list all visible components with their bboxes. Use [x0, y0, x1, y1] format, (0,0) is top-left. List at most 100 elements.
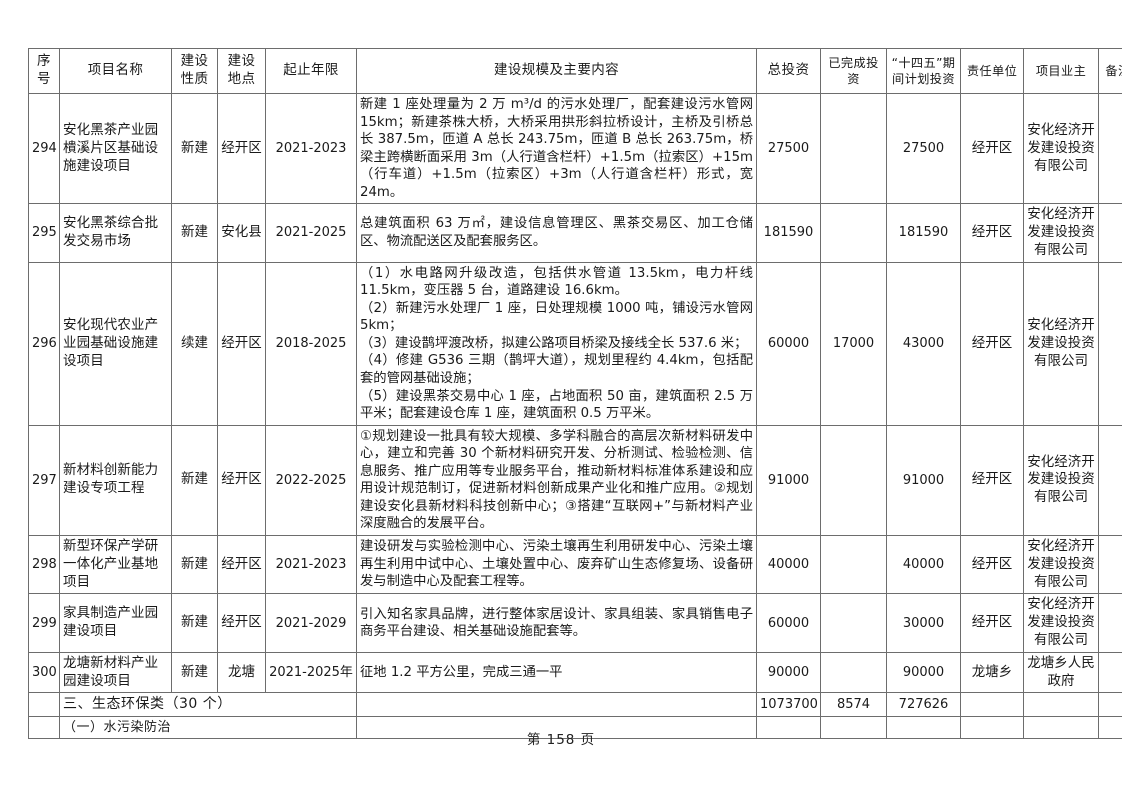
cell-scale-and-content: ①规划建设一批具有较大规模、多学科融合的高层次新材料研发中心，建立和完善 30 …: [356, 424, 757, 536]
col-header-completed-investment: 已完成投资: [820, 48, 887, 94]
content-paragraph: 引入知名家具品牌，进行整体家居设计、家具组装、家具销售电子商务平台建设、相关基础…: [360, 606, 753, 640]
table-subgroup-row: （一）水污染防治: [28, 715, 1122, 740]
content-paragraph: （2）新建污水处理厂 1 座，日处理规模 1000 吨，铺设污水管网 5km；: [360, 300, 753, 334]
cell-completed-investment: [820, 593, 887, 653]
cell-completed-investment: [820, 92, 887, 205]
cell-scale-and-content: 建设研发与实验检测中心、污染土壤再生利用研发中心、污染土壤再生利用中试中心、土壤…: [356, 534, 757, 595]
cell-remark: [1098, 261, 1122, 426]
cell-construction-nature: 新建: [171, 534, 218, 595]
col-header-seq-line1: 序: [37, 53, 51, 70]
col-header-nature-line2: 性质: [180, 71, 209, 87]
cell-start-end-years: 2021-2025年: [265, 651, 357, 694]
cell-project-name: 安化黑茶产业园樻溪片区基础设施建设项目: [59, 92, 172, 205]
col-header-responsible-unit: 责任单位: [960, 48, 1024, 94]
cell-sequence-number: 296: [28, 261, 60, 426]
table-row: 295 安化黑茶综合批发交易市场 新建 安化县 2021-2025 总建筑面积 63 万㎡…: [28, 203, 1122, 263]
subgroup-heading-label: （一）水污染防治: [59, 715, 357, 740]
cell-construction-nature: 新建: [171, 203, 218, 263]
cell-start-end-years: 2021-2025: [265, 203, 357, 263]
cell-scale-and-content: 总建筑面积 63 万㎡，建设信息管理区、黑茶交易区、加工仓储区、物流配送区及配套…: [356, 203, 757, 263]
col-header-project-name: 项目名称: [59, 48, 172, 94]
cell-remark: [1098, 92, 1122, 205]
col-header-nature-line1: 建设: [180, 53, 209, 70]
table-header-row: 序 号 项目名称 建设 性质 建设 地点 起止年限 建设规模及主要内容 总投资: [28, 48, 1122, 94]
cell-scale-and-content: （1）水电路网升级改造，包括供水管道 13.5km，电力杆线 11.5km，变压…: [356, 261, 757, 426]
content-paragraph: ①规划建设一批具有较大规模、多学科融合的高层次新材料研发中心，建立和完善 30 …: [360, 428, 753, 532]
cell-scale-and-content: [356, 692, 757, 717]
cell-completed-investment: 8574: [820, 692, 887, 717]
cell-completed-investment: [820, 203, 887, 263]
cell-construction-location: 经开区: [217, 424, 266, 536]
table-header: 序 号 项目名称 建设 性质 建设 地点 起止年限 建设规模及主要内容 总投资: [28, 48, 1122, 94]
investment-plan-table: 序 号 项目名称 建设 性质 建设 地点 起止年限 建设规模及主要内容 总投资: [28, 48, 1122, 740]
cell-project-name: 新材料创新能力建设专项工程: [59, 424, 172, 536]
cell-construction-location: 经开区: [217, 593, 266, 653]
cell-responsible-unit: 经开区: [960, 593, 1024, 653]
content-paragraph: 征地 1.2 平方公里，完成三通一平: [360, 664, 563, 680]
cell-responsible-unit: 经开区: [960, 261, 1024, 426]
cell-planned-investment: 181590: [886, 203, 961, 263]
content-paragraph: （3）建设鹊坪渡改桥，拟建公路项目桥梁及接线全长 537.6 米；: [360, 335, 748, 351]
cell-remark: [1098, 692, 1122, 717]
cell-planned-investment: 43000: [886, 261, 961, 426]
table-body: 294 安化黑茶产业园樻溪片区基础设施建设项目 新建 经开区 2021-2023 新建 1…: [28, 92, 1122, 740]
cell-project-name: 安化现代农业产业园基础设施建设项目: [59, 261, 172, 426]
col-header-planned-line1: “十四五”期: [891, 55, 956, 70]
cell-sequence-number: 298: [28, 534, 60, 595]
table-group-row: 三、生态环保类（30 个） 1073700 8574 727626: [28, 692, 1122, 717]
table-row: 299 家具制造产业园建设项目 新建 经开区 2021-2029 引入知名家具品牌，进行整…: [28, 593, 1122, 653]
cell-scale-and-content: 新建 1 座处理量为 2 万 m³/d 的污水处理厂，配套建设污水管网 15km…: [356, 92, 757, 205]
page-footer: 第 158 页: [526, 732, 596, 748]
cell-project-owner: 龙塘乡人民政府: [1023, 651, 1099, 694]
cell-total-investment: 91000: [756, 424, 821, 536]
cell-planned-investment: 90000: [886, 651, 961, 694]
cell-planned-investment: 30000: [886, 593, 961, 653]
cell-total-investment: 60000: [756, 261, 821, 426]
cell-construction-location: 龙塘: [217, 651, 266, 694]
investment-plan-table-wrapper: 序 号 项目名称 建设 性质 建设 地点 起止年限 建设规模及主要内容 总投资: [28, 48, 1122, 740]
col-header-place-line1: 建设: [227, 53, 256, 70]
cell-planned-investment: 727626: [886, 692, 961, 717]
cell-responsible-unit: 经开区: [960, 534, 1024, 595]
cell-start-end-years: 2022-2025: [265, 424, 357, 536]
table-row: 297 新材料创新能力建设专项工程 新建 经开区 2022-2025 ①规划建设一批具有较…: [28, 424, 1122, 536]
col-header-seq-line2: 号: [37, 71, 51, 87]
cell-project-owner: 安化经济开发建设投资有限公司: [1023, 424, 1099, 536]
col-header-total-investment: 总投资: [756, 48, 821, 94]
cell-start-end-years: 2021-2029: [265, 593, 357, 653]
cell-remark: [1098, 424, 1122, 536]
cell-responsible-unit: 经开区: [960, 92, 1024, 205]
cell-project-owner: 安化经济开发建设投资有限公司: [1023, 261, 1099, 426]
col-header-project-owner: 项目业主: [1023, 48, 1099, 94]
cell-construction-nature: 新建: [171, 651, 218, 694]
cell-project-owner: 安化经济开发建设投资有限公司: [1023, 92, 1099, 205]
content-paragraph: （4）修建 G536 三期（鹊坪大道），规划里程约 4.4km，包括配套的管网基…: [360, 353, 753, 386]
table-row: 300 龙塘新材料产业园建设项目 新建 龙塘 2021-2025年 征地 1.2 平方公里…: [28, 651, 1122, 694]
cell-planned-investment: 40000: [886, 534, 961, 595]
col-header-nature: 建设 性质: [171, 48, 218, 94]
cell-construction-nature: 续建: [171, 261, 218, 426]
col-header-seq: 序 号: [28, 48, 60, 94]
cell-remark: [1098, 593, 1122, 653]
col-header-planned-line2: 间计划投资: [892, 72, 955, 86]
content-paragraph: （1）水电路网升级改造，包括供水管道 13.5km，电力杆线 11.5km，变压…: [360, 265, 753, 299]
cell-start-end-years: 2021-2023: [265, 92, 357, 205]
cell-total-investment: 40000: [756, 534, 821, 595]
cell-responsible-unit: 经开区: [960, 424, 1024, 536]
cell-project-owner: [1023, 692, 1099, 717]
col-header-place: 建设 地点: [217, 48, 266, 94]
content-paragraph: （5）建设黑茶交易中心 1 座，占地面积 50 亩，建筑面积 2.5 万平米；配…: [360, 388, 753, 422]
cell-project-name: 龙塘新材料产业园建设项目: [59, 651, 172, 694]
cell-remark: [1098, 651, 1122, 694]
cell-total-investment: 1073700: [756, 692, 821, 717]
cell-remark: [1098, 534, 1122, 595]
table-row: 296 安化现代农业产业园基础设施建设项目 续建 经开区 2018-2025 （1）水电路…: [28, 261, 1122, 426]
cell-remark: [1098, 203, 1122, 263]
cell-scale-and-content: 引入知名家具品牌，进行整体家居设计、家具组装、家具销售电子商务平台建设、相关基础…: [356, 593, 757, 653]
cell-sequence-number: 299: [28, 593, 60, 653]
table-row: 294 安化黑茶产业园樻溪片区基础设施建设项目 新建 经开区 2021-2023 新建 1…: [28, 92, 1122, 205]
cell-project-name: 新型环保产学研一体化产业基地项目: [59, 534, 172, 595]
cell-construction-nature: 新建: [171, 92, 218, 205]
col-header-content: 建设规模及主要内容: [356, 48, 757, 94]
